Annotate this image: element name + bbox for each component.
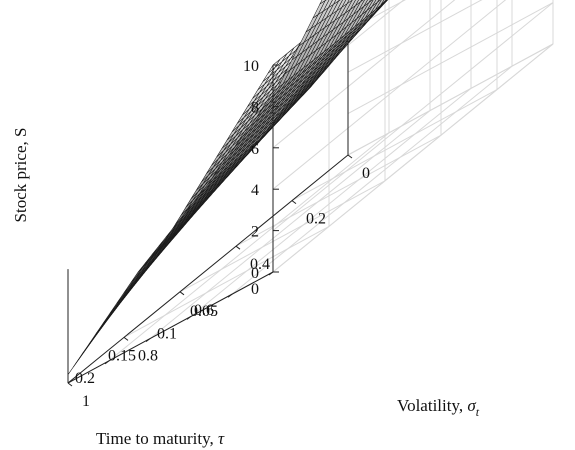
grid-line xyxy=(272,0,507,190)
y-tick-mark xyxy=(347,154,353,159)
grid-line xyxy=(347,0,483,73)
y-tick-mark xyxy=(291,200,297,205)
z-axis-label: Stock price, S xyxy=(11,128,30,223)
grid-line xyxy=(179,180,386,293)
z-tick-label: 8 xyxy=(251,99,259,116)
y-tick-label: 0.2 xyxy=(306,211,326,228)
grid-line xyxy=(347,2,554,115)
grid-line xyxy=(272,2,554,231)
z-tick-label: 6 xyxy=(251,141,259,158)
x-tick-mark xyxy=(145,338,151,343)
y-axis-label-symbol: σ xyxy=(467,396,476,415)
y-tick-label: 0.8 xyxy=(138,347,158,364)
z-tick-label: 10 xyxy=(243,58,259,75)
y-tick-label: 0.6 xyxy=(194,302,214,319)
x-tick-label: 0.05 xyxy=(190,303,218,320)
y-axis-label-subscript: t xyxy=(476,405,480,419)
grid-line xyxy=(231,65,513,295)
grid-line xyxy=(347,0,406,32)
x-tick-label: 0.2 xyxy=(75,370,95,387)
x-axis-label-text: Time to maturity, xyxy=(96,429,218,448)
x-tick-mark xyxy=(104,360,110,365)
z-tick-label: 2 xyxy=(251,224,259,241)
z-tick-label: 0 xyxy=(251,265,259,282)
grid-line xyxy=(272,0,456,149)
axes-box xyxy=(67,41,349,384)
x-tick-mark xyxy=(227,293,233,298)
grid-line xyxy=(291,89,498,202)
surface-face xyxy=(319,0,326,5)
z-tick-label: 4 xyxy=(251,182,259,199)
y-tick-mark xyxy=(235,245,241,250)
x-tick-label: 0.15 xyxy=(108,348,136,365)
y-tick-mark xyxy=(179,291,185,296)
y-tick-label: 0.4 xyxy=(250,256,270,273)
grid-line xyxy=(272,43,554,273)
grid-line xyxy=(235,134,442,247)
x-axis-label-symbol: τ xyxy=(218,429,225,448)
grid-line xyxy=(149,110,431,339)
x-tick-mark xyxy=(186,315,192,320)
y-tick-mark xyxy=(67,382,73,387)
y-tick-label: 1 xyxy=(82,393,90,410)
y-axis-label-text: Volatility, xyxy=(397,396,467,415)
surface-mesh xyxy=(67,0,388,375)
grid-line xyxy=(123,225,330,338)
x-axis-line xyxy=(67,271,274,384)
x-tick-mark xyxy=(268,271,274,276)
y-tick-mark xyxy=(123,336,129,341)
x-tick-label: 0.1 xyxy=(157,325,177,342)
y-axis-label: Volatility, σt xyxy=(397,396,480,419)
grid-line xyxy=(108,132,390,362)
grid-line xyxy=(347,43,554,156)
tick-labels: 0 2 4 6 8 10 0 0.05 0.1 0.15 0.2 0 0.2 0.4 0.6 0.8 1 xyxy=(67,58,370,410)
x-axis-label: Time to maturity, τ xyxy=(96,429,225,448)
y-tick-label: 0 xyxy=(362,165,370,182)
x-tick-label: 0 xyxy=(251,281,259,298)
y-axis-line xyxy=(67,154,349,384)
grid-line xyxy=(190,88,472,317)
